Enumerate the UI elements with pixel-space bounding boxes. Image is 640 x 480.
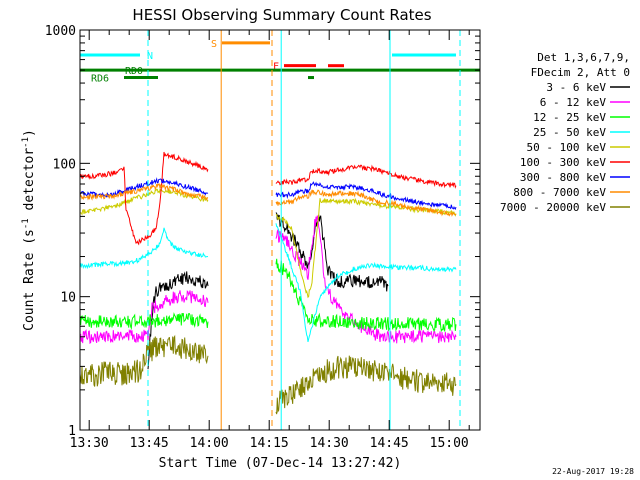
x-axis-label: Start Time (07-Dec-14 13:27:42) <box>159 456 402 471</box>
state-label-rd0: RD0 <box>125 66 143 77</box>
legend-header-1: Det 1,3,6,7,9, <box>537 51 630 64</box>
y-axis-label-sup1: -1 <box>21 218 31 229</box>
series-line-6 <box>275 164 457 189</box>
series-line-5 <box>79 187 209 216</box>
legend-label-2: 6 - 12 keV <box>540 96 607 109</box>
y-tick-label-2: 10 <box>60 291 76 306</box>
series-line-7 <box>79 177 209 199</box>
legend-label-5: 50 - 100 keV <box>527 141 607 154</box>
legend-label-4: 25 - 50 keV <box>533 126 606 139</box>
legend-entries: 3 - 6 keV 6 - 12 keV 12 - 25 keV 25 - 50 ke… <box>500 81 630 214</box>
state-layer: N S F RD0 RD6 <box>80 39 480 85</box>
y-axis-label-main: Count Rate (s <box>22 229 37 331</box>
legend-label-8: 800 - 7000 keV <box>513 186 606 199</box>
y-tick-label-1: 1 <box>68 424 76 439</box>
series-line-4 <box>79 227 209 270</box>
state-label-rd6: RD6 <box>91 74 109 85</box>
legend-label-3: 12 - 25 keV <box>533 111 606 124</box>
series-line-8 <box>275 189 457 217</box>
state-label-n: N <box>147 51 153 62</box>
series-line-9 <box>275 355 457 415</box>
legend-label-6: 100 - 300 keV <box>520 156 606 169</box>
state-label-f: F <box>273 62 279 73</box>
series-line-2 <box>275 215 457 344</box>
plot-frame <box>79 29 481 431</box>
vline-layer <box>147 30 461 430</box>
x-tick-label-1: 13:30 <box>70 436 109 451</box>
series-line-4 <box>275 223 457 343</box>
x-tick-label-6: 14:45 <box>370 436 409 451</box>
y-axis-label-end: ) <box>22 129 37 137</box>
x-tick-label-7: 15:00 <box>430 436 469 451</box>
x-tick-label-5: 14:30 <box>310 436 349 451</box>
x-tick-label-2: 13:45 <box>130 436 169 451</box>
series-line-8 <box>79 182 209 202</box>
legend-header-2: FDecim 2, Att 0 <box>531 66 630 79</box>
y-tick-label-3: 100 <box>53 157 76 172</box>
series-line-3 <box>275 258 457 333</box>
y-tick-label-4: 1000 <box>45 24 76 39</box>
legend-label-9: 7000 - 20000 keV <box>500 201 606 214</box>
legend-label-7: 300 - 800 keV <box>520 171 606 184</box>
x-tick-label-3: 14:00 <box>190 436 229 451</box>
series-line-7 <box>275 181 457 211</box>
series-line-3 <box>79 312 209 331</box>
legend: Det 1,3,6,7,9, FDecim 2, Att 0 3 - 6 keV… <box>500 51 630 214</box>
series-line-2 <box>79 290 209 345</box>
state-label-s: S <box>211 39 217 50</box>
series-line-1 <box>275 212 389 292</box>
x-tick-label-4: 14:15 <box>250 436 289 451</box>
series-line-1 <box>147 271 209 370</box>
chart-title: HESSI Observing Summary Count Rates <box>132 6 431 24</box>
series-layer <box>79 151 457 415</box>
y-axis-label-mid: detector <box>22 148 37 219</box>
y-axis: 1 10 100 1000 <box>45 24 480 439</box>
x-axis: 13:30 13:45 14:00 14:15 14:30 14:45 15:00 <box>70 30 470 451</box>
series-line-6 <box>79 151 209 246</box>
series-line-9 <box>79 334 209 387</box>
legend-label-1: 3 - 6 keV <box>546 81 606 94</box>
footer-timestamp: 22-Aug-2017 19:28 <box>552 467 634 476</box>
y-axis-label: Count Rate (s-1 detector-1) <box>21 129 37 331</box>
y-axis-label-sup2: -1 <box>21 137 31 148</box>
